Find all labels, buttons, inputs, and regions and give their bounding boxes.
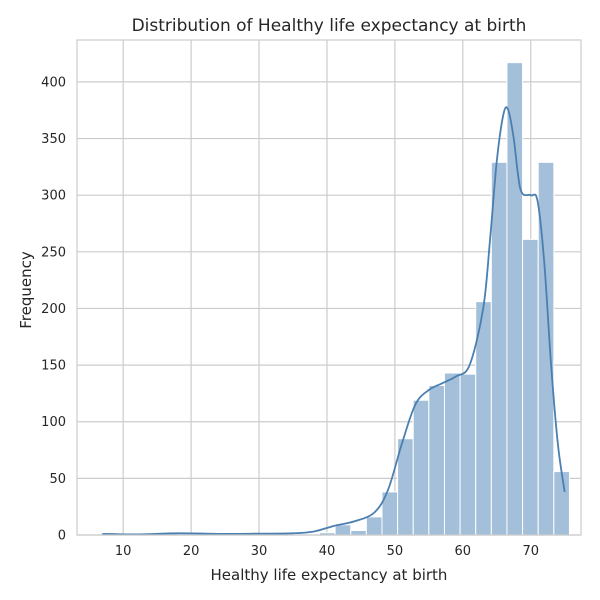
x-tick-label-0: 10 xyxy=(115,544,132,559)
histogram-bar-22 xyxy=(443,372,461,536)
chart-title: Distribution of Healthy life expectancy … xyxy=(132,16,527,36)
y-tick-label-8: 400 xyxy=(41,75,66,90)
histogram-bar-20 xyxy=(412,399,430,536)
x-tick-label-4: 50 xyxy=(387,544,404,559)
histogram-bar-15 xyxy=(334,524,352,536)
x-tick-labels: 10 20 30 40 50 60 70 xyxy=(115,544,539,559)
histogram-bar-21 xyxy=(428,384,445,536)
x-tick-label-5: 60 xyxy=(455,544,472,559)
histogram-bars xyxy=(100,62,570,536)
x-tick-label-3: 40 xyxy=(319,544,336,559)
x-tick-label-2: 30 xyxy=(251,544,268,559)
y-tick-label-2: 100 xyxy=(41,415,66,430)
y-tick-label-7: 350 xyxy=(41,132,66,147)
y-tick-label-6: 300 xyxy=(41,189,66,204)
histogram-bar-25 xyxy=(490,161,508,536)
x-tick-label-6: 70 xyxy=(522,544,539,559)
y-tick-label-4: 200 xyxy=(41,302,66,317)
plot-frame xyxy=(76,39,582,536)
y-tick-labels: 0 50 100 150 200 250 300 350 400 xyxy=(41,75,66,543)
histogram-bar-17 xyxy=(365,516,383,536)
y-tick-label-5: 250 xyxy=(41,245,66,260)
histogram-bar-27 xyxy=(522,238,539,536)
y-tick-label-0: 0 xyxy=(58,529,66,544)
y-axis-label: Frequency xyxy=(17,251,35,329)
y-tick-label-1: 50 xyxy=(49,472,66,487)
y-tick-label-3: 150 xyxy=(41,359,66,374)
histogram-bar-23 xyxy=(459,373,477,536)
x-tick-label-1: 20 xyxy=(183,544,200,559)
kde-curve xyxy=(102,106,566,536)
histogram-bar-26 xyxy=(506,62,524,536)
histogram-bar-29 xyxy=(553,471,570,536)
histogram-bar-16 xyxy=(350,529,367,536)
x-axis-label: Healthy life expectancy at birth xyxy=(211,566,448,584)
